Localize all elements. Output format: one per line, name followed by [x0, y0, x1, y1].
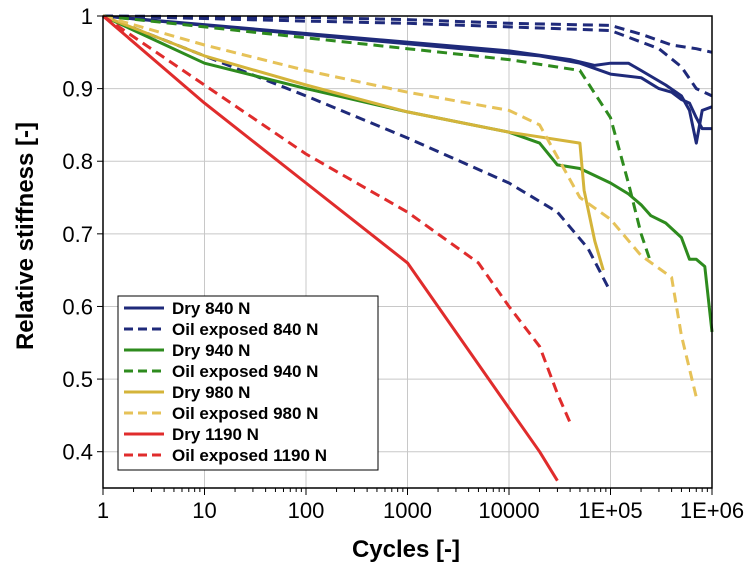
legend-label-dry-980-n: Dry 980 N	[172, 383, 250, 402]
plot-frame	[97, 15, 713, 495]
legend-label-oil-exposed-980-n: Oil exposed 980 N	[172, 404, 318, 423]
series-line-oil-exposed-1190-n	[102, 14, 572, 424]
y-tick-label: 0.4	[62, 440, 93, 465]
tick-labels: 1 10 100 1000 10000 1E+05 1E+06 0.4 0.5 0.6 0.7 0.8…	[62, 4, 744, 523]
y-tick-label: 0.9	[62, 77, 93, 102]
series-line-dry-840-n	[102, 14, 713, 145]
series-line-dry-1190-n	[102, 14, 559, 482]
y-tick-label: 0.7	[62, 222, 93, 247]
legend-label-oil-exposed-940-n: Oil exposed 940 N	[172, 362, 318, 381]
legend-label-oil-exposed-1190-n: Oil exposed 1190 N	[172, 446, 327, 465]
legend-label-dry-940-n: Dry 940 N	[172, 341, 250, 360]
y-tick-label: 1	[81, 4, 93, 29]
series-layer	[102, 14, 714, 482]
y-tick-label: 0.6	[62, 294, 93, 319]
x-tick-label: 1000	[383, 498, 432, 523]
x-axis-title: Cycles [-]	[352, 536, 460, 563]
series-line-oil-exposed-940-n	[102, 14, 653, 264]
x-tick-label: 10000	[478, 498, 539, 523]
legend-label-dry-840-n: Dry 840 N	[172, 299, 250, 318]
x-tick-label: 10	[192, 498, 216, 523]
series-line-oil-exposed-980-n	[102, 14, 698, 398]
x-tick-label: 100	[288, 498, 325, 523]
legend-label-oil-exposed-840-n: Oil exposed 840 N	[172, 320, 318, 339]
x-tick-label: 1E+06	[680, 498, 744, 523]
y-tick-label: 0.5	[62, 367, 93, 392]
y-axis-title: Relative stiffness [-]	[12, 122, 39, 350]
legend: Dry 840 N Oil exposed 840 N Dry 940 N Oil e…	[117, 295, 379, 471]
legend-box	[117, 295, 379, 471]
series-line-dry-840-n	[102, 14, 712, 131]
series-line-dry-980-n	[102, 14, 605, 271]
series-line-oil-exposed-840-n	[102, 14, 612, 293]
legend-label-dry-1190-n: Dry 1190 N	[172, 425, 259, 444]
y-tick-label: 0.8	[62, 149, 93, 174]
x-tick-label: 1E+05	[578, 498, 642, 523]
x-tick-label: 1	[97, 498, 109, 523]
